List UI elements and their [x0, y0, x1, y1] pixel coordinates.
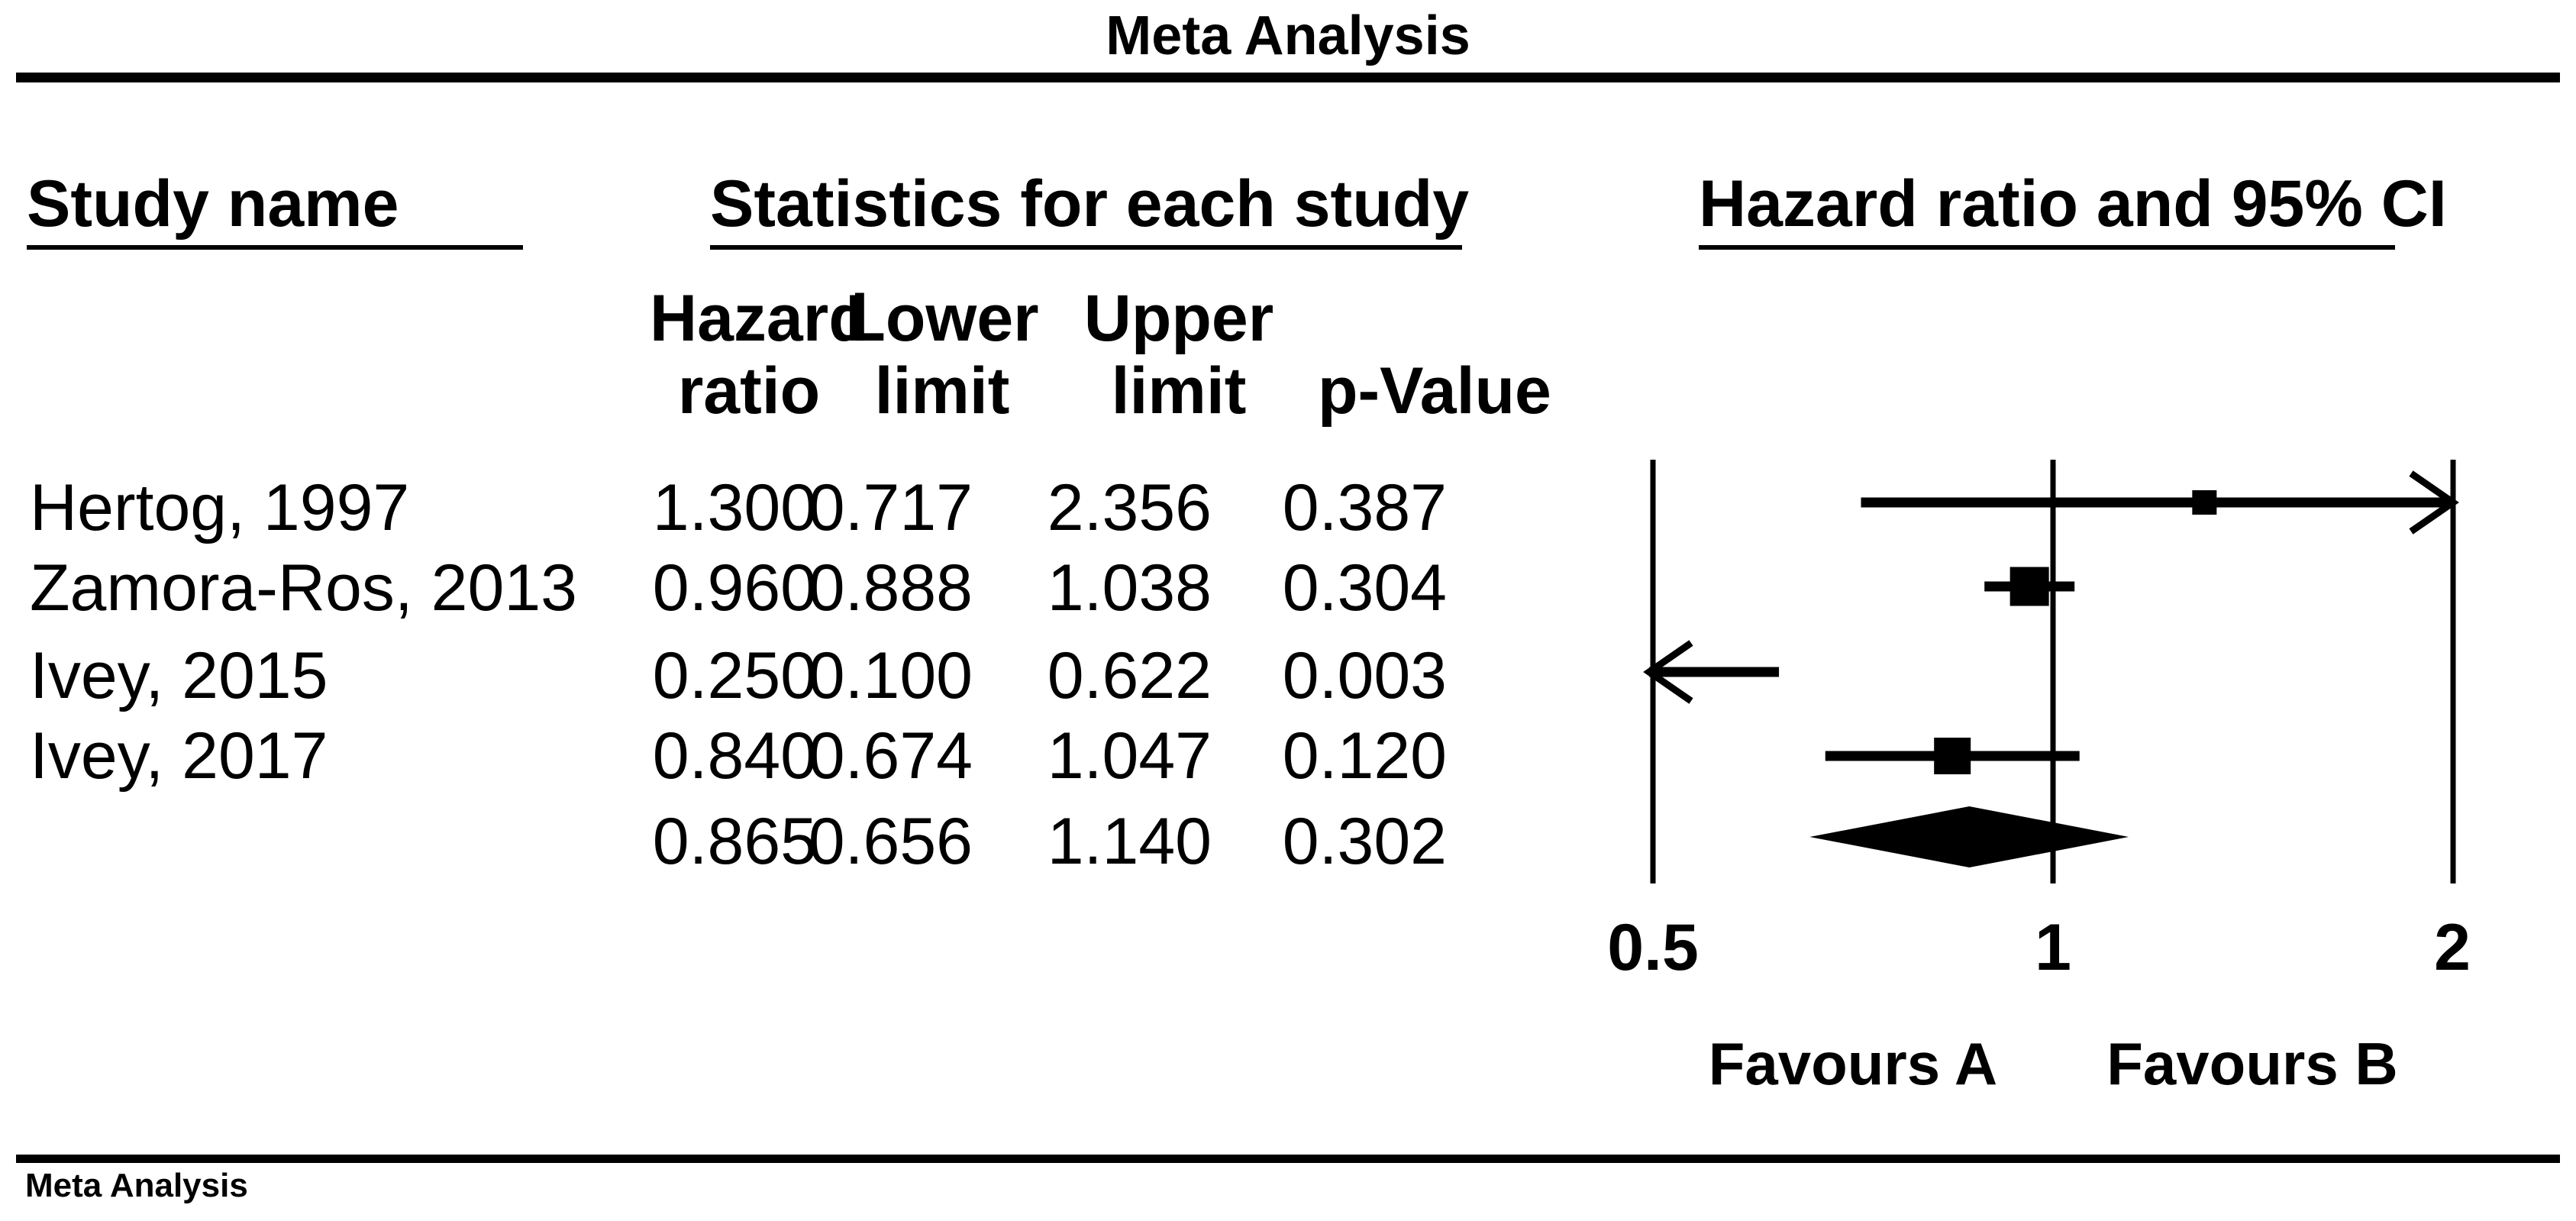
upper-limit-cell: 1.038 [1047, 551, 1212, 625]
hazard-ratio-cell: 0.840 [652, 719, 817, 793]
column-header-upper-limit: Upper limit [1083, 282, 1274, 428]
column-header-p-value: p-Value [1318, 354, 1551, 428]
statistics-header: Statistics for each study [710, 166, 1469, 250]
top-rule [16, 73, 2560, 82]
hr-marker [2192, 490, 2217, 515]
bottom-rule [16, 1155, 2560, 1163]
p-value-cell: 0.120 [1282, 719, 1447, 793]
ci-arrow-right [2409, 470, 2459, 535]
p-value-cell: 0.302 [1282, 805, 1447, 878]
axis-tick-1: 1 [2035, 911, 2071, 984]
upper-limit-cell: 1.140 [1047, 805, 1212, 878]
hazard-ratio-cell: 1.300 [652, 471, 817, 544]
upper-limit-cell: 1.047 [1047, 719, 1212, 793]
table-row: Hertog, 1997 1.300 0.717 2.356 0.387 [0, 471, 1603, 544]
lower-limit-cell: 0.100 [808, 639, 973, 712]
favours-a-label: Favours A [1708, 1030, 1998, 1097]
column-header-lower-limit: Lower limit [845, 282, 1039, 428]
lower-limit-cell: 0.888 [808, 551, 973, 625]
axis-tick-2: 2 [2434, 911, 2471, 984]
study-name-cell: Hertog, 1997 [30, 471, 410, 544]
p-value-cell: 0.003 [1282, 639, 1447, 712]
footer-label: Meta Analysis [25, 1167, 248, 1204]
upper-limit-cell: 2.356 [1047, 471, 1212, 544]
hazard-ratio-cell: 0.960 [652, 551, 817, 625]
lower-limit-cell: 0.674 [808, 719, 973, 793]
p-value-cell: 0.304 [1282, 551, 1447, 625]
lower-limit-cell: 0.656 [808, 805, 973, 878]
hazard-ratio-cell: 0.250 [652, 639, 817, 712]
ci-arrow-left [1643, 640, 1693, 704]
p-value-cell: 0.387 [1282, 471, 1447, 544]
page-title: Meta Analysis [1106, 5, 1470, 66]
table-row: Ivey, 2017 0.840 0.674 1.047 0.120 [0, 719, 1603, 793]
study-name-cell: Zamora-Ros, 2013 [30, 551, 577, 625]
forest-plot [1643, 460, 2459, 883]
study-name-cell: Ivey, 2015 [30, 639, 328, 712]
hr-marker [2009, 567, 2049, 606]
summary-row: 0.865 0.656 1.140 0.302 [0, 805, 1603, 878]
lower-limit-cell: 0.717 [808, 471, 973, 544]
table-row: Ivey, 2015 0.250 0.100 0.622 0.003 [0, 639, 1603, 712]
axis-tick-0-5: 0.5 [1607, 911, 1699, 984]
summary-diamond [1809, 806, 2129, 867]
table-row: Zamora-Ros, 2013 0.960 0.888 1.038 0.304 [0, 551, 1603, 625]
column-header-hazard-ratio: Hazard ratio [650, 282, 869, 428]
hazard-ratio-ci-header: Hazard ratio and 95% CI [1699, 166, 2447, 250]
study-name-header: Study name [27, 166, 523, 250]
study-name-cell: Ivey, 2017 [30, 719, 328, 793]
favours-b-label: Favours B [2106, 1030, 2398, 1097]
upper-limit-cell: 0.622 [1047, 639, 1212, 712]
hazard-ratio-cell: 0.865 [652, 805, 817, 878]
hr-marker [1934, 738, 1971, 774]
